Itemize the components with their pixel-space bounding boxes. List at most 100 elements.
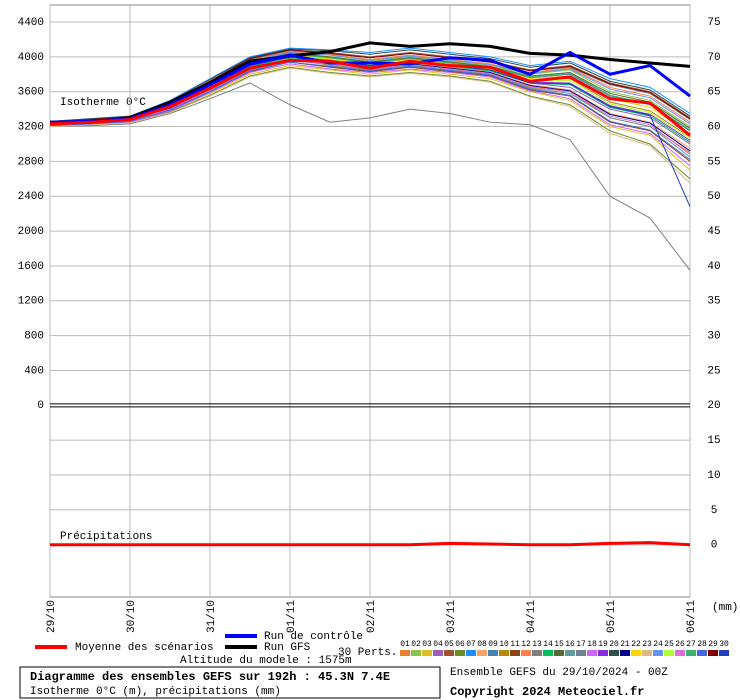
legend-swatch (653, 650, 663, 656)
y2-tick-label: 25 (707, 365, 720, 377)
legend-label: 23 (642, 640, 652, 649)
legend-label: 29 (708, 640, 718, 649)
legend-label: 13 (532, 640, 542, 649)
legend-swatch (499, 650, 509, 656)
legend-swatch (576, 650, 586, 656)
legend-swatch (433, 650, 443, 656)
legend-label: 16 (565, 640, 575, 649)
legend-swatch (686, 650, 696, 656)
legend-label: 27 (686, 640, 696, 649)
legend-label: 06 (455, 640, 465, 649)
y-tick-label: 1600 (18, 261, 44, 273)
panel-label: Isotherme 0°C (60, 97, 146, 109)
legend-swatch (675, 650, 685, 656)
legend-label: 09 (488, 640, 498, 649)
legend-label: 18 (587, 640, 597, 649)
legend-label: 10 (499, 640, 509, 649)
x-tick-label: 01/11 (286, 600, 298, 633)
pert-line (49, 47, 691, 122)
pert-line (49, 61, 691, 161)
legend-swatch (719, 650, 729, 656)
legend-label: 05 (444, 640, 454, 649)
legend-swatch (620, 650, 630, 656)
y-tick-label: 2000 (18, 226, 44, 238)
legend-label: 08 (477, 640, 487, 649)
title-box (19, 666, 441, 699)
legend-label: 14 (543, 640, 553, 649)
legend-swatch (587, 650, 597, 656)
y-tick-label: 4000 (18, 52, 44, 64)
legend-swatch (455, 650, 465, 656)
y2-tick-label: 50 (707, 191, 720, 203)
legend-swatch (697, 650, 707, 656)
y2-tick-label: 65 (707, 87, 720, 99)
pert-line (49, 67, 691, 184)
x-tick-label: 05/11 (606, 600, 618, 633)
legend-swatch (466, 650, 476, 656)
run-info: Ensemble GEFS du 29/10/2024 - 00Z (450, 667, 668, 679)
y-tick-label: 2400 (18, 191, 44, 203)
panel-label: Précipitations (60, 531, 152, 543)
legend-label: 17 (576, 640, 586, 649)
legend-label: 26 (675, 640, 685, 649)
y2-tick-label: 10 (707, 470, 720, 482)
y-tick-label: 400 (24, 365, 44, 377)
x-tick-label: 30/10 (126, 600, 138, 633)
legend-swatch (642, 650, 652, 656)
y2-tick-label: 20 (707, 400, 720, 412)
y-tick-label: 3200 (18, 121, 44, 133)
legend-label: 15 (554, 640, 564, 649)
y2-tick-label: 30 (707, 331, 720, 343)
precip-line (50, 541, 691, 547)
legend-swatch (532, 650, 542, 656)
y2-tick-label: 55 (707, 156, 720, 168)
legend-label: Run de contrôle (264, 631, 363, 643)
legend-swatch (708, 650, 718, 656)
y2-tick-label: 40 (707, 261, 720, 273)
legend-swatch (400, 650, 410, 656)
altitude: Altitude du modele : 1575m (180, 655, 352, 667)
legend-swatch (543, 650, 553, 656)
legend-label: 19 (598, 640, 608, 649)
y-tick-label: 0 (37, 400, 44, 412)
y2-tick-label: 35 (707, 296, 720, 308)
x-tick-label: 31/10 (206, 600, 218, 633)
pert-line (49, 82, 691, 271)
legend-label: 07 (466, 640, 476, 649)
y-tick-label: 1200 (18, 296, 44, 308)
y-tick-label: 2800 (18, 156, 44, 168)
legend-swatch (510, 650, 520, 656)
legend-label: 01 (400, 640, 410, 649)
pert-line (49, 63, 691, 167)
legend-swatch (488, 650, 498, 656)
legend-label: 21 (620, 640, 630, 649)
legend-label: 24 (653, 640, 663, 649)
y2-tick-label: 5 (711, 505, 718, 517)
legend-label: 03 (422, 640, 432, 649)
pert-line (49, 66, 691, 180)
y2-tick-label: 60 (707, 121, 720, 133)
legend-label: 20 (609, 640, 619, 649)
y-tick-label: 800 (24, 331, 44, 343)
y2-tick-label: 45 (707, 226, 720, 238)
y-tick-label: 4400 (18, 17, 44, 29)
copyright: Copyright 2024 Meteociel.fr (450, 685, 644, 699)
legend-label: 11 (510, 640, 520, 649)
main-line (49, 58, 691, 137)
x-tick-label: 29/10 (46, 600, 58, 633)
legend-label: 25 (664, 640, 674, 649)
legend-swatch (554, 650, 564, 656)
chart-subtitle: Isotherme 0°C (m), précipitations (mm) (30, 686, 281, 698)
y2-unit: (mm) (712, 602, 738, 614)
legend-label: Run GFS (264, 642, 311, 654)
legend-swatch (411, 650, 421, 656)
x-tick-label: 06/11 (686, 600, 698, 633)
main-line (50, 41, 691, 124)
y-tick-label: 3600 (18, 87, 44, 99)
legend-label: 30 (719, 640, 729, 649)
legend-swatch (609, 650, 619, 656)
legend-label: Moyenne des scénarios (75, 642, 214, 654)
x-tick-label: 02/11 (366, 600, 378, 633)
legend-label: 04 (433, 640, 443, 649)
